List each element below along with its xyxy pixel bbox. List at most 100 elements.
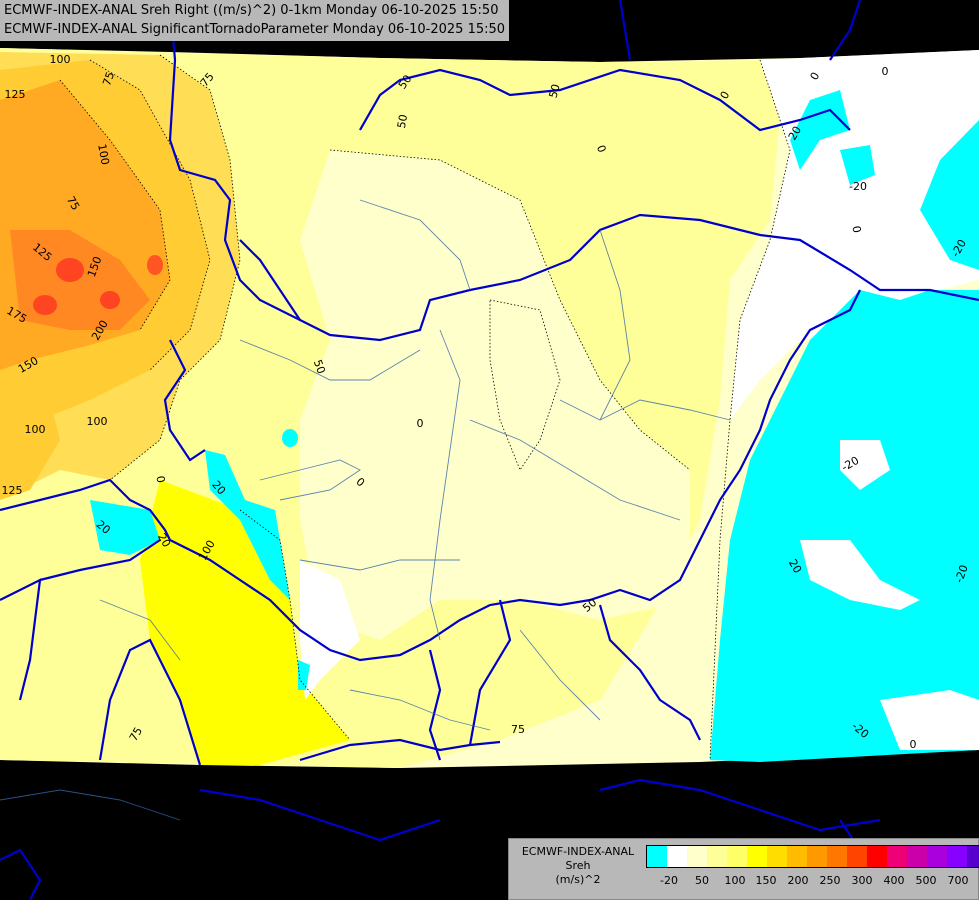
- river-line-8: [239, 339, 421, 381]
- legend-swatch: [827, 846, 847, 867]
- legend-swatch: [767, 846, 787, 867]
- border-line-9: [98, 638, 202, 766]
- contour-line-4: [709, 59, 791, 761]
- river-line-7: [359, 199, 471, 291]
- sreh-zero-hole-2: [800, 540, 920, 610]
- contour-label: 125: [5, 88, 26, 101]
- border-line-6: [598, 604, 701, 741]
- sreh-max-core-1: [56, 258, 84, 282]
- border-line-12: [468, 599, 512, 746]
- river-line-12: [0, 789, 181, 821]
- legend-tick-label: 250: [819, 874, 841, 887]
- river-line-4: [559, 399, 731, 421]
- contour-label: 0: [417, 417, 424, 430]
- contour-label: 75: [100, 70, 117, 88]
- border-line-17: [599, 778, 881, 832]
- border-line-11: [428, 649, 442, 761]
- contour-line-6: [239, 509, 351, 741]
- contour-label: 75: [511, 723, 525, 736]
- border-line-10: [299, 738, 501, 762]
- river-line-10: [349, 689, 491, 731]
- contour-label: 0: [882, 65, 889, 78]
- sreh-zero-hole-1: [840, 440, 890, 490]
- contour-label: -20: [849, 180, 867, 193]
- legend-swatch: [687, 846, 707, 867]
- contour-label: 0: [849, 225, 863, 234]
- legend-tick-label: 700: [947, 874, 969, 887]
- legend-title-model: ECMWF-INDEX-ANAL: [521, 845, 635, 858]
- sreh-max-core-4: [147, 255, 163, 275]
- header-line-2: ECMWF-INDEX-ANAL SignificantTornadoParam…: [4, 22, 506, 37]
- sreh-negative-northeast: [790, 90, 850, 170]
- legend-swatch: [887, 846, 907, 867]
- legend-title-parameter: Sreh: [565, 859, 591, 872]
- legend-swatch: [727, 846, 747, 867]
- contour-label: 100: [87, 415, 108, 428]
- river-line-1: [259, 459, 361, 501]
- border-line-14: [829, 0, 862, 61]
- legend-tick-label: 100: [724, 874, 746, 887]
- sreh-negative-west: [90, 500, 160, 555]
- sreh-negative-northeast-2: [840, 145, 875, 185]
- contour-lines: [59, 54, 791, 761]
- sreh-max-core-2: [33, 295, 57, 315]
- contour-label: 0: [910, 738, 917, 751]
- sreh-zero-hole-3: [880, 690, 979, 750]
- legend-title: ECMWF-INDEX-ANAL Sreh (m/s)^2: [511, 845, 645, 887]
- contour-label: 100: [95, 143, 111, 166]
- contour-label: 20: [786, 557, 804, 576]
- border-line-16: [199, 788, 441, 842]
- legend-swatch: [847, 846, 867, 867]
- legend-title-unit: (m/s)^2: [555, 873, 601, 886]
- contour-label: 20: [155, 531, 173, 550]
- legend-swatch: [867, 846, 887, 867]
- river-line-3: [299, 559, 460, 571]
- legend-swatches: [646, 845, 979, 868]
- border-line-5: [0, 289, 861, 662]
- legend-swatch: [747, 846, 767, 867]
- contour-label: 125: [2, 484, 23, 497]
- sreh-negative-spot: [282, 429, 298, 447]
- river-line-11: [99, 599, 181, 661]
- map-header: ECMWF-INDEX-ANAL Sreh Right ((m/s)^2) 0-…: [0, 0, 510, 41]
- legend-swatch: [707, 846, 727, 867]
- legend-tick-label: 50: [695, 874, 709, 887]
- contour-label: 75: [64, 194, 82, 213]
- contour-label: 75: [127, 725, 145, 744]
- contour-label: 50: [547, 83, 563, 100]
- color-legend: ECMWF-INDEX-ANAL Sreh (m/s)^2 -20 50 100 15…: [508, 838, 979, 900]
- contour-line-7: [489, 299, 561, 471]
- rivers: [0, 199, 731, 821]
- legend-swatch: [907, 846, 927, 867]
- contour-label: 100: [25, 423, 46, 436]
- legend-swatch: [667, 846, 687, 867]
- legend-tick-label: 500: [915, 874, 937, 887]
- legend-tick-label: 200: [787, 874, 809, 887]
- border-line-7: [39, 539, 161, 582]
- sreh-negative-south: [298, 660, 310, 690]
- river-line-6: [599, 229, 631, 421]
- contour-label: 50: [395, 113, 410, 129]
- legend-swatch: [807, 846, 827, 867]
- border-line-15: [0, 848, 42, 900]
- border-line-3: [239, 239, 301, 321]
- legend-tick-label: 150: [755, 874, 777, 887]
- sreh-negative-west-2: [205, 450, 290, 600]
- legend-tick-label: 400: [883, 874, 905, 887]
- border-line-2: [359, 68, 851, 132]
- sreh-zero-south: [300, 560, 360, 700]
- legend-tick-label: -20: [660, 874, 678, 887]
- contour-label: 0: [153, 475, 167, 484]
- legend-swatch: [647, 846, 667, 867]
- sreh-max-core-3: [100, 291, 120, 309]
- border-line-4: [163, 339, 206, 462]
- legend-swatch: [927, 846, 947, 867]
- contour-line-2: [89, 59, 211, 371]
- contour-label: 20: [786, 124, 804, 143]
- river-line-5: [469, 419, 681, 521]
- legend-swatch: [967, 846, 979, 867]
- river-line-2: [429, 329, 461, 641]
- legend-swatch: [947, 846, 967, 867]
- contour-label: -20: [953, 563, 971, 584]
